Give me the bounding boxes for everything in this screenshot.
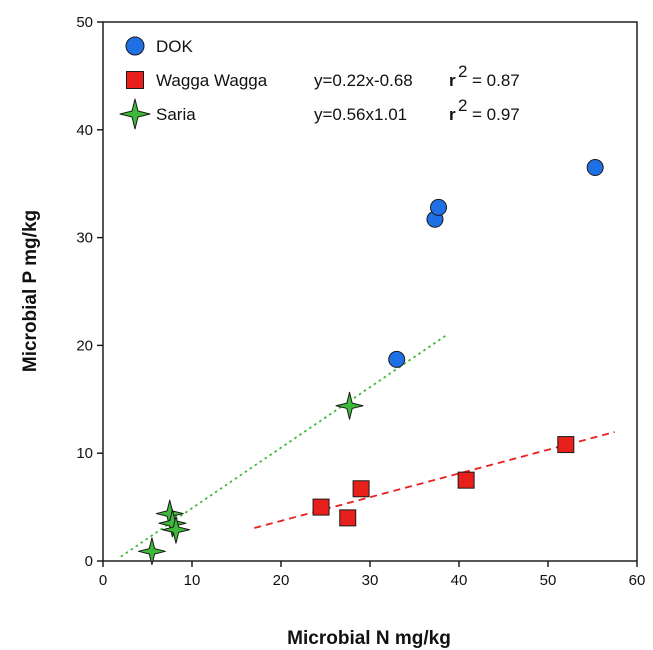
y-tick-label: 20 [76, 337, 93, 354]
x-axis-title: Microbial N mg/kg [287, 628, 451, 649]
legend-label: DOK [156, 37, 194, 56]
point-saria [161, 515, 190, 544]
point-wagga-wagga [352, 480, 370, 498]
legend-label: Saria [156, 105, 196, 124]
point-dok [586, 159, 604, 177]
point-wagga-wagga [457, 471, 475, 489]
r-squared-exponent: 2 [458, 96, 467, 115]
x-tick-label: 30 [362, 572, 379, 589]
r-squared-value: = 0.87 [472, 71, 520, 90]
r-squared-value: = 0.97 [472, 105, 520, 124]
fit-lines [120, 334, 615, 558]
y-axis-title: Microbial P mg/kg [20, 210, 41, 372]
y-tick-label: 40 [76, 122, 93, 139]
legend-marker-dok [125, 36, 145, 56]
data-points [137, 159, 604, 566]
r-squared-exponent: 2 [458, 62, 467, 81]
point-saria [158, 509, 187, 538]
y-tick-label: 10 [76, 445, 93, 462]
point-saria [137, 537, 166, 566]
x-tick-label: 50 [540, 572, 557, 589]
x-tick-label: 40 [451, 572, 468, 589]
point-dok [388, 350, 406, 368]
point-wagga-wagga [557, 436, 575, 454]
y-tick-label: 30 [76, 230, 93, 247]
legend-label: Wagga Wagga [156, 71, 268, 90]
plot-frame [102, 21, 638, 562]
y-tick-label: 50 [76, 14, 93, 31]
r-squared-symbol: r [449, 105, 456, 124]
axes: 0 10 20 30 40 50 60 0 10 20 30 40 50 [76, 14, 645, 589]
r-squared-symbol: r [449, 71, 456, 90]
legend-marker-saria [119, 98, 151, 130]
fit-equation: y=0.56x1.01 [314, 105, 407, 124]
point-dok [430, 198, 448, 216]
x-tick-label: 10 [184, 572, 201, 589]
y-tick-label: 0 [85, 553, 93, 570]
x-tick-label: 60 [629, 572, 646, 589]
x-tick-label: 0 [99, 572, 107, 589]
point-wagga-wagga [339, 509, 357, 527]
x-tick-label: 20 [273, 572, 290, 589]
point-wagga-wagga [312, 498, 330, 516]
fit-equation: y=0.22x-0.68 [314, 71, 413, 90]
point-saria [335, 391, 364, 420]
legend-marker-wagga-wagga [126, 71, 144, 89]
